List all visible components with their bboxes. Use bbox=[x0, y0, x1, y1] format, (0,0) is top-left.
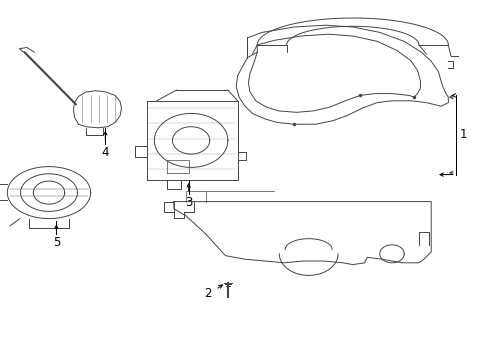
Text: 5: 5 bbox=[52, 236, 60, 249]
Text: 2: 2 bbox=[204, 287, 212, 300]
Text: 3: 3 bbox=[185, 196, 193, 209]
Text: 4: 4 bbox=[101, 146, 109, 159]
Text: 1: 1 bbox=[459, 129, 467, 141]
